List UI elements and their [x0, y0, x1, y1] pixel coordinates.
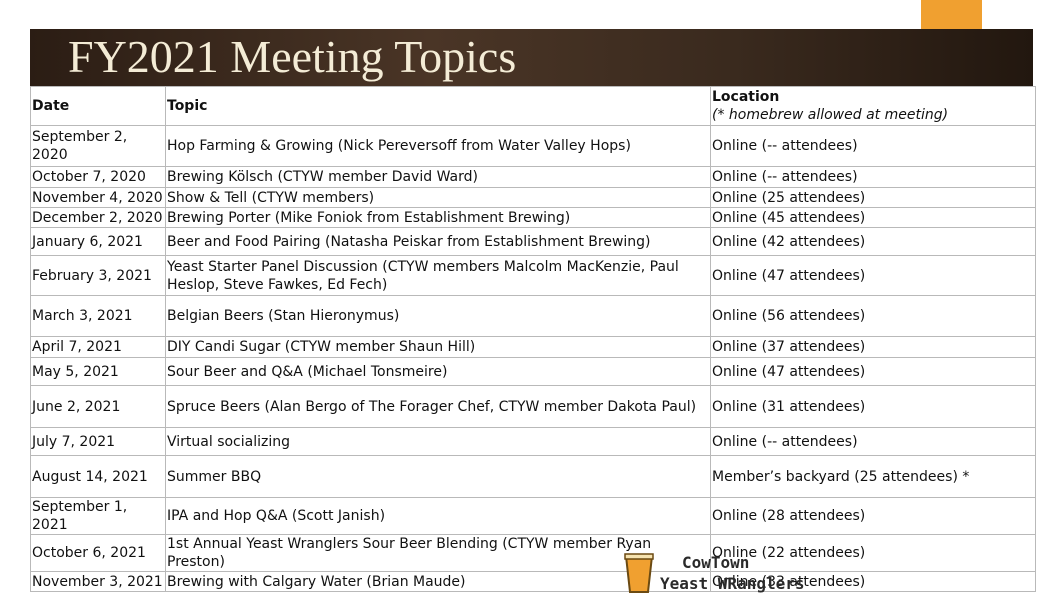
column-header-topic: Topic: [165, 86, 711, 126]
date-cell: November 4, 2020: [30, 187, 166, 208]
location-cell: Online (25 attendees): [710, 187, 1036, 208]
topic-cell: Brewing Kölsch (CTYW member David Ward): [165, 166, 711, 188]
table-row: October 7, 2020 Brewing Kölsch (CTYW mem…: [30, 166, 1036, 188]
meeting-topics-table: Date Topic Location (* homebrew allowed …: [30, 86, 1036, 592]
location-header-note: (* homebrew allowed at meeting): [712, 107, 949, 123]
location-cell: Online (45 attendees): [710, 207, 1036, 228]
table-row: January 6, 2021 Beer and Food Pairing (N…: [30, 227, 1036, 256]
date-cell: January 6, 2021: [30, 227, 166, 256]
date-cell: August 14, 2021: [30, 455, 166, 498]
column-header-location: Location (* homebrew allowed at meeting): [710, 86, 1036, 126]
topic-cell: Sour Beer and Q&A (Michael Tonsmeire): [165, 357, 711, 386]
table-row: November 3, 2021 Brewing with Calgary Wa…: [30, 571, 1036, 592]
date-cell: October 6, 2021: [30, 534, 166, 572]
table-row: April 7, 2021 DIY Candi Sugar (CTYW memb…: [30, 336, 1036, 358]
date-cell: September 2, 2020: [30, 125, 166, 167]
location-cell: Online (33 attendees): [710, 571, 1036, 592]
location-cell: Online (47 attendees): [710, 357, 1036, 386]
topic-cell: IPA and Hop Q&A (Scott Janish): [165, 497, 711, 535]
title-banner: FY2021 Meeting Topics: [30, 29, 1033, 86]
logo-line-2: Yeast WRanglers: [660, 574, 805, 593]
location-cell: Member’s backyard (25 attendees) *: [710, 455, 1036, 498]
date-cell: February 3, 2021: [30, 255, 166, 296]
location-cell: Online (56 attendees): [710, 295, 1036, 337]
topic-cell: Beer and Food Pairing (Natasha Peiskar f…: [165, 227, 711, 256]
topic-cell: 1st Annual Yeast Wranglers Sour Beer Ble…: [165, 534, 711, 572]
topic-cell: Hop Farming & Growing (Nick Pereversoff …: [165, 125, 711, 167]
table-row: October 6, 2021 1st Annual Yeast Wrangle…: [30, 534, 1036, 572]
location-cell: Online (-- attendees): [710, 427, 1036, 456]
table-row: August 14, 2021 Summer BBQ Member’s back…: [30, 455, 1036, 498]
date-cell: March 3, 2021: [30, 295, 166, 337]
date-cell: December 2, 2020: [30, 207, 166, 228]
date-cell: June 2, 2021: [30, 385, 166, 428]
date-cell: July 7, 2021: [30, 427, 166, 456]
table-row: July 7, 2021 Virtual socializing Online …: [30, 427, 1036, 456]
date-cell: April 7, 2021: [30, 336, 166, 358]
date-cell: September 1, 2021: [30, 497, 166, 535]
table-row: September 2, 2020 Hop Farming & Growing …: [30, 125, 1036, 167]
table-header-row: Date Topic Location (* homebrew allowed …: [30, 86, 1036, 126]
topic-cell: Summer BBQ: [165, 455, 711, 498]
topic-cell: Belgian Beers (Stan Hieronymus): [165, 295, 711, 337]
column-header-date: Date: [30, 86, 166, 126]
cowtown-yeast-wranglers-logo: CowTown Yeast WRanglers: [620, 552, 830, 596]
topic-cell: Show & Tell (CTYW members): [165, 187, 711, 208]
location-cell: Online (-- attendees): [710, 125, 1036, 167]
date-cell: May 5, 2021: [30, 357, 166, 386]
logo-line-1: CowTown: [682, 553, 750, 572]
topic-cell: Brewing Porter (Mike Foniok from Establi…: [165, 207, 711, 228]
date-cell: November 3, 2021: [30, 571, 166, 592]
topic-cell: Brewing with Calgary Water (Brian Maude): [165, 571, 711, 592]
logo-text: CowTown Yeast WRanglers: [660, 552, 805, 594]
location-cell: Online (42 attendees): [710, 227, 1036, 256]
location-cell: Online (47 attendees): [710, 255, 1036, 296]
location-header-label: Location: [712, 89, 780, 105]
topic-cell: Virtual socializing: [165, 427, 711, 456]
topic-cell: DIY Candi Sugar (CTYW member Shaun Hill): [165, 336, 711, 358]
location-cell: Online (22 attendees): [710, 534, 1036, 572]
table-row: May 5, 2021 Sour Beer and Q&A (Michael T…: [30, 357, 1036, 386]
table-row: December 2, 2020 Brewing Porter (Mike Fo…: [30, 207, 1036, 228]
page-title: FY2021 Meeting Topics: [68, 31, 517, 82]
location-cell: Online (37 attendees): [710, 336, 1036, 358]
topic-cell: Yeast Starter Panel Discussion (CTYW mem…: [165, 255, 711, 296]
topic-cell: Spruce Beers (Alan Bergo of The Forager …: [165, 385, 711, 428]
table-row: February 3, 2021 Yeast Starter Panel Dis…: [30, 255, 1036, 296]
table-row: June 2, 2021 Spruce Beers (Alan Bergo of…: [30, 385, 1036, 428]
table-row: September 1, 2021 IPA and Hop Q&A (Scott…: [30, 497, 1036, 535]
table-row: November 4, 2020 Show & Tell (CTYW membe…: [30, 187, 1036, 208]
beer-glass-icon: [624, 553, 654, 593]
table-row: March 3, 2021 Belgian Beers (Stan Hieron…: [30, 295, 1036, 337]
date-cell: October 7, 2020: [30, 166, 166, 188]
location-cell: Online (28 attendees): [710, 497, 1036, 535]
location-cell: Online (31 attendees): [710, 385, 1036, 428]
location-cell: Online (-- attendees): [710, 166, 1036, 188]
